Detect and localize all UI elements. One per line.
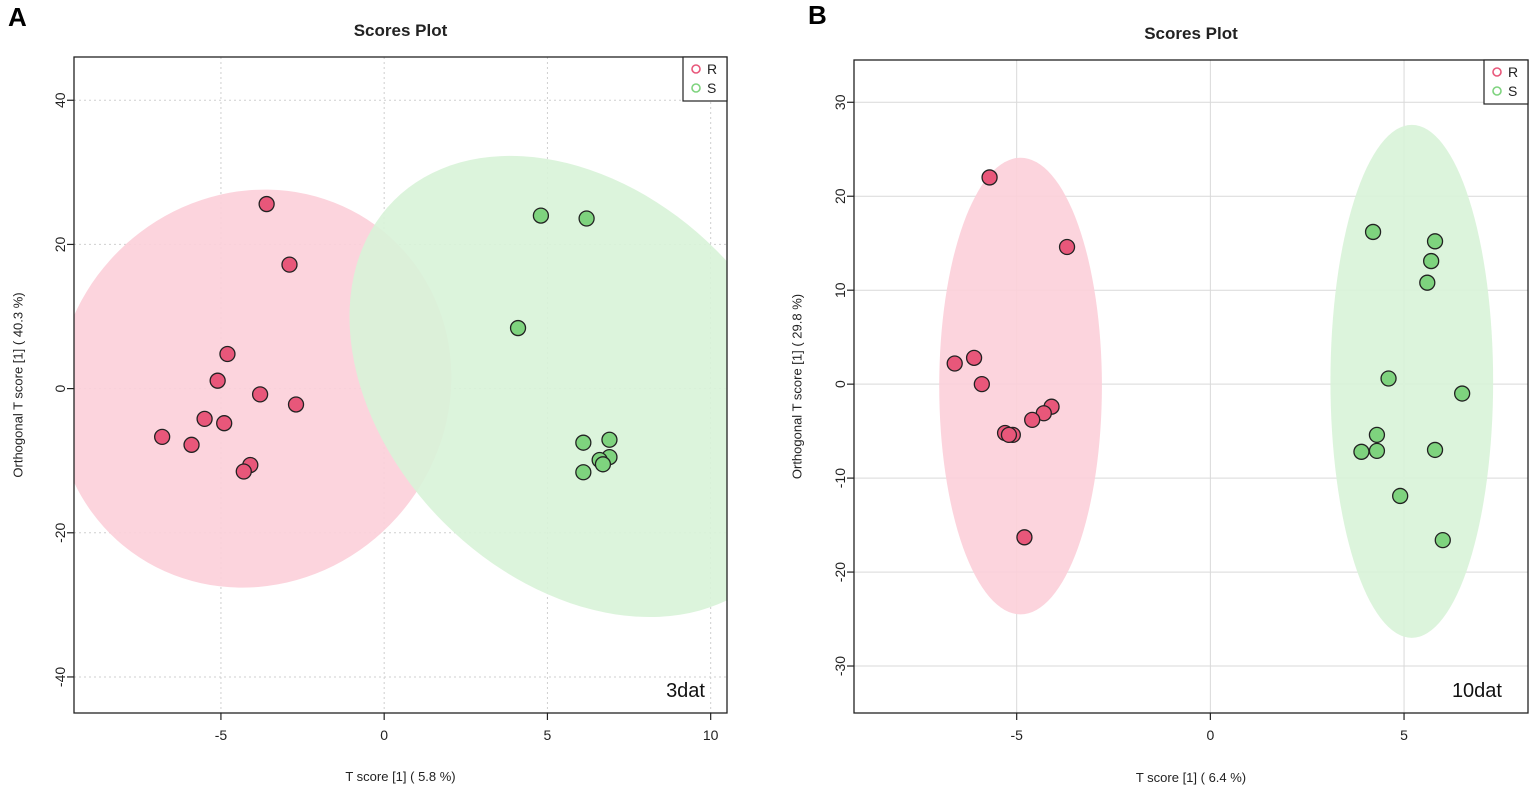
data-point-r — [209, 372, 226, 389]
x-axis-label: T score [1] ( 5.8 %) — [345, 769, 455, 784]
x-tick-label: 0 — [380, 727, 388, 743]
plot-frame — [73, 56, 728, 714]
data-point-s — [1419, 274, 1436, 291]
plot-area — [74, 155, 727, 618]
y-tick-label: 20 — [832, 188, 848, 204]
legend-label-s: S — [707, 80, 716, 96]
data-point-r — [235, 463, 252, 480]
data-point-r — [1000, 426, 1018, 444]
confidence-ellipse-s — [349, 155, 727, 618]
legend-marker-r — [691, 64, 701, 74]
legend-label-r: R — [707, 61, 717, 77]
y-tick-label: 0 — [52, 385, 68, 393]
data-point-r — [154, 428, 171, 446]
data-point-s — [1423, 252, 1440, 270]
data-point-s — [509, 319, 527, 337]
data-point-s — [532, 207, 550, 224]
data-point-s — [1392, 487, 1409, 505]
x-tick-label: -5 — [215, 727, 228, 743]
x-tick-label: 0 — [1206, 727, 1214, 743]
legend: RS — [1483, 59, 1529, 105]
y-tick-label: 30 — [832, 94, 848, 110]
data-point-s — [1434, 531, 1451, 549]
data-point-r — [219, 345, 236, 363]
data-point-s — [575, 434, 592, 451]
data-point-s — [1426, 233, 1444, 250]
data-point-r — [251, 386, 269, 403]
y-tick-label: 0 — [832, 380, 848, 388]
legend-marker-s — [1492, 86, 1502, 96]
data-point-r — [973, 376, 990, 393]
data-point-r — [1016, 529, 1033, 546]
data-point-s — [601, 431, 618, 448]
y-tick-label: -10 — [832, 468, 848, 488]
data-point-s — [1353, 443, 1370, 460]
y-tick-label: 20 — [52, 236, 68, 252]
y-tick-label: -20 — [52, 522, 68, 542]
y-tick-label: 10 — [832, 282, 848, 298]
y-axis-label: Orthogonal T score [1] ( 40.3 %) — [11, 292, 26, 477]
x-tick-label: -5 — [1010, 727, 1023, 743]
plot-area — [939, 124, 1494, 638]
plot-frame — [853, 59, 1529, 714]
legend-box — [682, 56, 728, 102]
data-point-s — [575, 464, 592, 481]
x-tick-label: 10 — [703, 727, 719, 743]
data-point-r — [1058, 238, 1076, 256]
y-axis-label: Orthogonal T score [1] ( 29.8 %) — [790, 294, 805, 479]
data-point-s — [1364, 223, 1382, 241]
panel-letter: B — [808, 0, 827, 30]
x-tick-label: 5 — [544, 727, 552, 743]
data-point-r — [216, 415, 233, 432]
data-point-s — [578, 210, 595, 227]
data-point-r — [946, 355, 963, 372]
data-point-r — [287, 396, 305, 413]
legend-box — [1483, 59, 1529, 105]
data-point-r — [981, 169, 998, 186]
y-tick-label: -40 — [52, 667, 68, 687]
legend-marker-s — [691, 83, 701, 93]
y-tick-label: -20 — [832, 562, 848, 582]
legend-label-s: S — [1508, 83, 1517, 99]
confidence-ellipse-r — [939, 157, 1102, 615]
chart-title: Scores Plot — [1144, 24, 1238, 43]
chart-title: Scores Plot — [354, 21, 448, 40]
y-tick-label: 40 — [52, 92, 68, 108]
data-point-r — [196, 410, 213, 428]
data-point-s — [1368, 442, 1386, 460]
data-point-r — [965, 349, 983, 366]
data-point-r — [258, 195, 275, 213]
data-point-s — [1426, 441, 1444, 459]
data-point-s — [594, 456, 612, 473]
legend-label-r: R — [1508, 64, 1518, 80]
panel-letter: A — [8, 2, 27, 32]
chart-panel-b: B Scores Plot -5 0 5 -30 -20 -10 0 10 20 30 T score … — [790, 0, 1529, 785]
data-point-s — [1368, 426, 1386, 444]
x-tick-label: 5 — [1400, 727, 1408, 743]
data-point-r — [281, 256, 298, 273]
data-point-r — [1024, 411, 1041, 429]
data-point-s — [1380, 370, 1397, 387]
panel-annotation: 3dat — [666, 680, 705, 702]
data-point-s — [1453, 385, 1471, 402]
legend: RS — [682, 56, 728, 102]
data-point-r — [183, 436, 200, 453]
x-axis-label: T score [1] ( 6.4 %) — [1136, 770, 1246, 785]
confidence-ellipse-s — [1330, 124, 1494, 638]
y-tick-label: -30 — [832, 656, 848, 676]
panel-annotation: 10dat — [1452, 680, 1502, 702]
chart-panel-a: A Scores Plot -5 0 5 10 -40 -20 0 20 40 T score [1]… — [8, 2, 728, 784]
legend-marker-r — [1492, 67, 1502, 77]
